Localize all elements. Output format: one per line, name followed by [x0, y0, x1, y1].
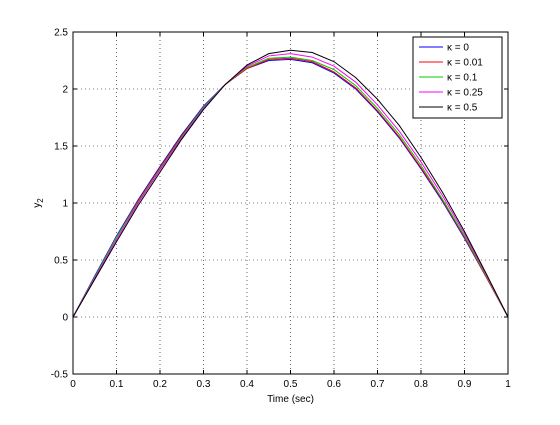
x-tick-label: 0.7	[371, 379, 385, 390]
y-axis-label-main: y	[32, 203, 43, 208]
y-axis-label: y2	[32, 198, 45, 208]
legend-label: κ = 0.1	[447, 73, 478, 84]
series-line-4	[72, 49, 509, 318]
x-tick-label: 0.6	[327, 379, 341, 390]
y-tick-label: -0.5	[51, 370, 69, 381]
series-line-1	[72, 57, 509, 318]
y-axis-label-subscript: 2	[36, 198, 45, 203]
x-tick-label: 0.1	[110, 379, 124, 390]
x-tick-label: 0	[70, 379, 76, 390]
series-layer	[72, 49, 509, 318]
x-tick-label: 0.3	[197, 379, 211, 390]
x-axis-label: Time (sec)	[267, 394, 314, 405]
x-tick-label: 0.5	[284, 379, 298, 390]
y-tick-label: 0	[62, 313, 68, 324]
y-tick-label: 0.5	[54, 256, 68, 267]
x-tick-label: 0.2	[153, 379, 167, 390]
x-tick-label: 0.4	[240, 379, 254, 390]
ticks: 0 0.1 0.2 0.3 0.4 0.5 0.6 0.7 0.8 0.9 1-0.500.511.…	[51, 28, 511, 391]
legend-label: κ = 0	[447, 43, 469, 54]
legend-label: κ = 0.01	[447, 58, 483, 69]
series-line-2	[72, 56, 509, 318]
x-tick-label: 0.9	[458, 379, 472, 390]
y-tick-label: 1	[62, 199, 68, 210]
series-line-0	[72, 58, 509, 318]
legend-label: κ = 0.5	[447, 103, 478, 114]
legend-label: κ = 0.25	[447, 88, 483, 99]
legend: κ = 0 κ = 0.01 κ = 0.1 κ = 0.25 κ = 0.5	[412, 36, 503, 119]
x-tick-label: 1	[505, 379, 511, 390]
svg-text:y2: y2	[32, 198, 45, 208]
y-tick-label: 2	[62, 85, 68, 96]
y-tick-label: 2.5	[54, 28, 68, 39]
y-tick-label: 1.5	[54, 142, 68, 153]
series-line-3	[72, 53, 509, 318]
x-tick-label: 0.8	[414, 379, 428, 390]
